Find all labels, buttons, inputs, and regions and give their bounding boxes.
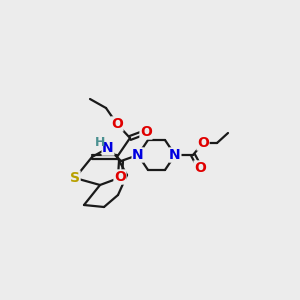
Text: S: S [70,171,80,185]
Text: N: N [102,141,114,155]
Text: O: O [111,117,123,131]
Text: N: N [132,148,144,162]
Text: N: N [169,148,181,162]
Text: O: O [197,136,209,150]
Text: O: O [140,125,152,139]
Text: O: O [194,161,206,175]
Text: O: O [114,170,126,184]
Text: H: H [95,136,105,149]
